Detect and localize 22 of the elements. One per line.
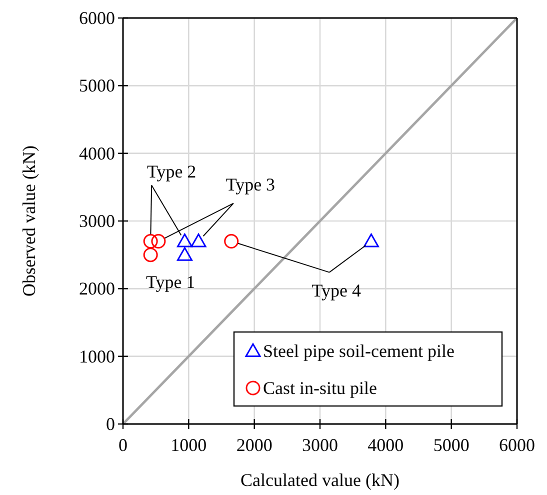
annotation: Type 4 <box>312 280 361 300</box>
x-tick-label: 0 <box>118 435 128 455</box>
x-tick-label: 2000 <box>236 435 272 455</box>
y-tick-label: 1000 <box>79 346 115 366</box>
x-tick-label: 5000 <box>433 435 470 455</box>
y-tick-label: 3000 <box>79 211 115 231</box>
annotation: Type 2 <box>146 161 196 182</box>
annotation: Type 3 <box>226 174 276 194</box>
y-tick-label: 4000 <box>79 143 115 164</box>
x-tick-label: 6000 <box>499 435 535 455</box>
x-tick-label: 3000 <box>302 435 338 455</box>
x-tick-label: 1000 <box>170 435 207 455</box>
y-tick-label: 0 <box>106 414 115 434</box>
y-tick-label: 5000 <box>79 76 115 96</box>
y-tick-label: 6000 <box>79 8 115 28</box>
x-axis-title: Calculated value (kN) <box>240 470 400 490</box>
x-tick-label: 4000 <box>368 435 404 455</box>
annotation: Type 1 <box>146 272 196 292</box>
legend-label: Cast in-situ pile <box>263 378 378 398</box>
y-axis-title: Observed value (kN) <box>19 146 39 296</box>
legend-label: Steel pipe soil-cement pile <box>263 341 454 361</box>
y-tick-label: 2000 <box>79 278 115 299</box>
